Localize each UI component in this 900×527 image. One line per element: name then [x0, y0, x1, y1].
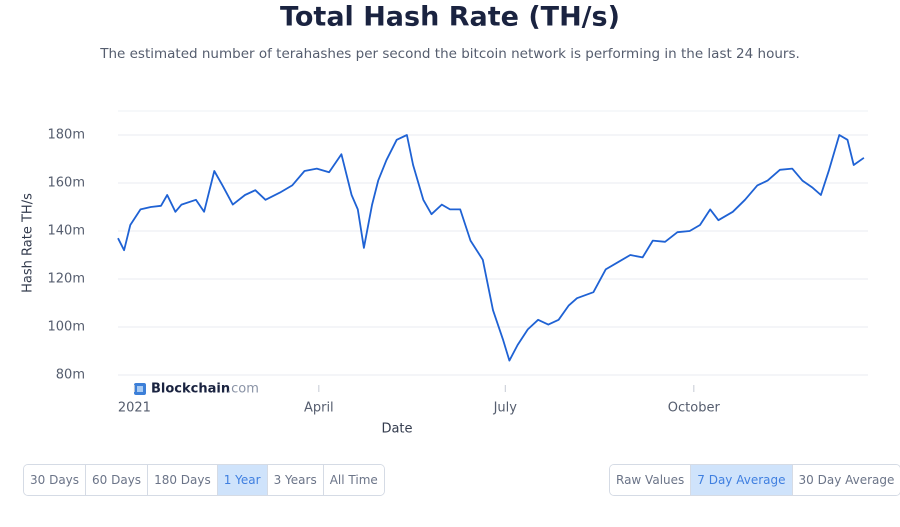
y-tick-label: 160m — [48, 176, 85, 191]
x-tick-label: 2021 — [118, 401, 151, 416]
logo-icon — [134, 383, 146, 395]
watermark-suffix: .com — [227, 382, 259, 397]
y-tick-label: 140m — [48, 224, 85, 239]
toggle-button[interactable]: Raw Values — [610, 465, 692, 495]
toggle-button[interactable]: All Time — [323, 465, 384, 495]
average-group: Raw Values 7 Day Average 30 Day Average — [609, 464, 900, 496]
toggle-button[interactable]: 60 Days — [86, 465, 149, 495]
toggle-button[interactable]: 30 Days — [24, 465, 87, 495]
x-tick-label: July — [493, 401, 518, 416]
chart: Total Hash Rate (TH/s) The estimated num… — [21, 2, 868, 437]
y-tick-label: 100m — [48, 320, 85, 335]
chart-subtitle: The estimated number of terahashes per s… — [99, 46, 800, 62]
toggle-button[interactable]: 1 Year — [217, 465, 268, 495]
y-tick-label: 120m — [48, 272, 85, 287]
toggle-button[interactable]: 30 Day Average — [792, 465, 900, 495]
x-tick-label: April — [304, 401, 334, 416]
data-line — [117, 134, 865, 362]
x-axis-label: Date — [381, 422, 412, 437]
y-tick-label: 80m — [56, 368, 85, 383]
toggle-button[interactable]: 180 Days — [148, 465, 218, 495]
watermark: Blockchain — [151, 382, 230, 397]
y-tick-label: 180m — [48, 128, 85, 143]
x-tick-label: October — [668, 401, 721, 416]
chart-title: Total Hash Rate (TH/s) — [280, 2, 620, 33]
toggle-button[interactable]: 7 Day Average — [691, 465, 793, 495]
timespan-group: 30 Days 60 Days 180 Days 1 Year 3 Years All T… — [23, 464, 385, 496]
toggle-button[interactable]: 3 Years — [267, 465, 324, 495]
y-axis-label: Hash Rate TH/s — [21, 193, 36, 293]
